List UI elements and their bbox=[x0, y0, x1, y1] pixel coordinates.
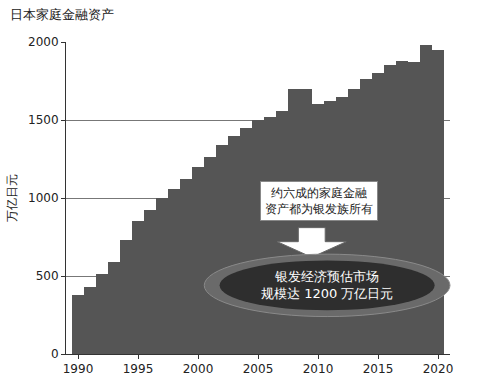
svg-text:银发经济预估市场规模达 1200 万亿日元: 银发经济预估市场规模达 1200 万亿日元 bbox=[261, 269, 393, 301]
svg-text:500: 500 bbox=[36, 269, 59, 283]
svg-text:2000: 2000 bbox=[183, 362, 214, 376]
svg-text:2005: 2005 bbox=[243, 362, 274, 376]
svg-text:2015: 2015 bbox=[363, 362, 394, 376]
svg-text:万亿日元: 万亿日元 bbox=[5, 174, 19, 222]
svg-text:1990: 1990 bbox=[63, 362, 94, 376]
svg-text:1000: 1000 bbox=[28, 191, 59, 205]
svg-text:2020: 2020 bbox=[423, 362, 454, 376]
svg-text:1995: 1995 bbox=[123, 362, 154, 376]
svg-text:1500: 1500 bbox=[28, 113, 59, 127]
svg-text:2010: 2010 bbox=[303, 362, 334, 376]
svg-text:0: 0 bbox=[51, 347, 59, 361]
svg-text:约六成的家庭金融资产都为银发族所有: 约六成的家庭金融资产都为银发族所有 bbox=[265, 186, 373, 216]
svg-text:2000: 2000 bbox=[28, 35, 59, 49]
svg-text:日本家庭金融资产: 日本家庭金融资产 bbox=[10, 7, 114, 22]
